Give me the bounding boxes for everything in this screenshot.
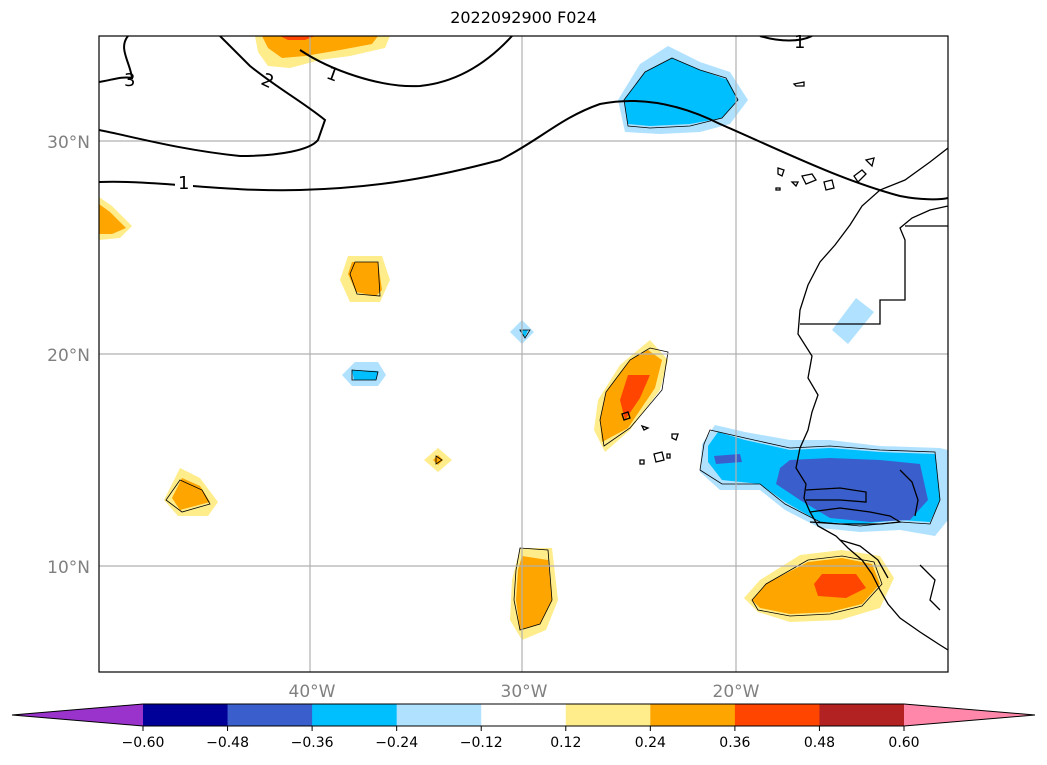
colorbar-segment xyxy=(650,704,736,726)
colorbar-segment xyxy=(819,704,905,726)
colorbar-tick-label: 0.48 xyxy=(804,735,835,751)
contour-label: 3 xyxy=(124,70,135,91)
colorbar-tick-label: 0.12 xyxy=(550,735,581,751)
colorbar-tick-label: −0.24 xyxy=(375,735,418,751)
colorbar-tick-label: 0.36 xyxy=(719,735,750,751)
positive-anomaly-region xyxy=(348,262,382,296)
contour-label: 1 xyxy=(324,63,342,87)
contour-label: 1 xyxy=(178,173,189,194)
negative-anomaly-region xyxy=(714,454,742,464)
lon-label: 30°W xyxy=(501,682,548,702)
graticule xyxy=(99,36,948,672)
negative-anomaly-region xyxy=(352,370,378,380)
map-title: 2022092900 F024 xyxy=(450,8,597,27)
colorbar-tick-label: −0.36 xyxy=(291,735,334,751)
positive-anomaly-region xyxy=(433,455,443,465)
colorbar-tick-label: −0.48 xyxy=(206,735,249,751)
colorbar-tick-label: 0.24 xyxy=(635,735,666,751)
colorbar-segment xyxy=(565,704,651,726)
contour-label: 2 xyxy=(258,69,277,93)
contour-label: 1 xyxy=(794,32,805,53)
colorbar-segment xyxy=(143,704,229,726)
coastlines xyxy=(621,81,948,651)
positive-anomaly-region xyxy=(814,574,866,598)
positive-anomaly-region xyxy=(516,556,552,630)
longitude-labels: 40°W 30°W 20°W xyxy=(289,682,760,702)
colorbar: −0.60 −0.48 −0.36 −0.24 −0.12 0.12 0.24 0.36 0.4… xyxy=(11,703,1036,751)
colorbar-segment xyxy=(396,704,482,726)
colorbar-segment xyxy=(227,704,313,726)
map-frame xyxy=(98,35,949,673)
colorbar-tick-label: 0.60 xyxy=(888,735,919,751)
anomaly-shading xyxy=(99,36,948,640)
latitude-labels: 30°N 20°N 10°N xyxy=(47,133,90,578)
colorbar-segment xyxy=(481,704,567,726)
lat-label: 30°N xyxy=(47,133,90,153)
contour-labels: 1 2 3 1 1 xyxy=(124,32,805,194)
positive-anomaly-region xyxy=(262,36,378,58)
positive-anomaly-region xyxy=(172,478,210,510)
lat-label: 10°N xyxy=(47,558,90,578)
lon-label: 40°W xyxy=(289,682,336,702)
lat-label: 20°N xyxy=(47,346,90,366)
colorbar-extend-max xyxy=(904,704,1035,726)
positive-anomaly-region xyxy=(99,204,126,234)
colorbar-tick-label: −0.12 xyxy=(460,735,503,751)
lon-label: 20°W xyxy=(713,682,760,702)
negative-anomaly-region xyxy=(832,298,874,344)
colorbar-segment xyxy=(734,704,820,726)
colorbar-extend-min xyxy=(12,704,143,726)
contour-lines xyxy=(99,36,948,201)
negative-anomaly-region xyxy=(624,58,738,126)
positive-anomaly-region xyxy=(620,375,650,420)
colorbar-tick-label: −0.60 xyxy=(122,735,165,751)
positive-anomaly-region xyxy=(280,36,315,40)
colorbar-segment xyxy=(312,704,398,726)
anomaly-outlines xyxy=(165,57,941,631)
